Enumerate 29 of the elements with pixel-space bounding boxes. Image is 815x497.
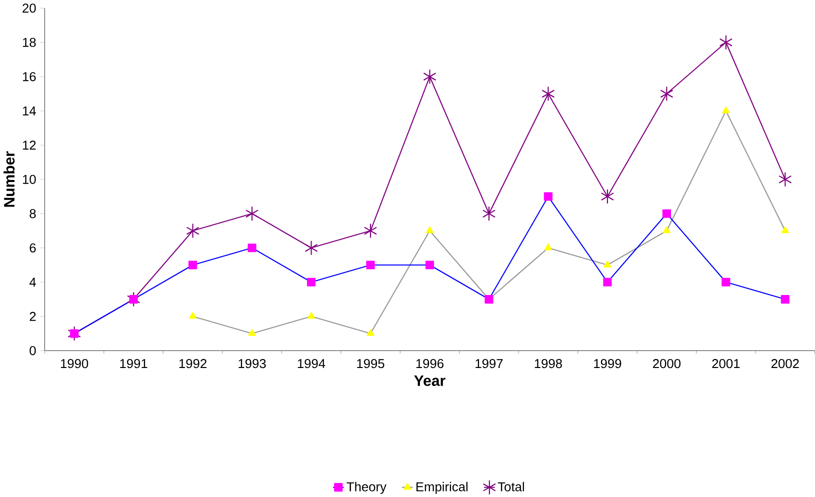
x-tick-label: 2002 bbox=[771, 358, 799, 368]
y-tick-label: 16 bbox=[22, 72, 36, 82]
y-tick-label: 10 bbox=[22, 174, 36, 184]
x-tick-label: 1998 bbox=[534, 358, 562, 368]
x-tick-label: 1993 bbox=[238, 358, 266, 368]
x-tick-label: 1991 bbox=[120, 358, 148, 368]
y-tick-label: 20 bbox=[22, 4, 36, 13]
y-tick-label: 0 bbox=[30, 346, 36, 356]
x-tick-label: 1995 bbox=[357, 358, 384, 368]
x-tick-label: 1992 bbox=[179, 358, 206, 368]
x-tick-label: 1997 bbox=[476, 358, 503, 368]
x-tick-label: 2001 bbox=[712, 358, 740, 368]
x-tick-label: 1996 bbox=[416, 358, 444, 368]
x-tick-label: 2000 bbox=[653, 358, 681, 368]
y-tick-label: 14 bbox=[22, 106, 36, 116]
y-axis-title: Number bbox=[4, 151, 15, 207]
legend-label: Theory bbox=[346, 482, 386, 494]
y-tick-label: 8 bbox=[30, 209, 36, 218]
y-tick-label: 18 bbox=[22, 38, 36, 47]
y-tick-label: 6 bbox=[30, 243, 36, 252]
y-tick-label: 12 bbox=[22, 140, 36, 150]
legend-label: Empirical bbox=[416, 482, 468, 494]
x-axis-title: Year bbox=[414, 375, 446, 386]
y-tick-label: 4 bbox=[29, 278, 36, 287]
x-tick-label: 1994 bbox=[298, 358, 326, 368]
x-tick-label: 1990 bbox=[60, 358, 88, 368]
y-tick-label: 2 bbox=[30, 312, 36, 321]
x-tick-label: 1999 bbox=[594, 358, 622, 368]
legend-label: Total bbox=[498, 482, 524, 492]
